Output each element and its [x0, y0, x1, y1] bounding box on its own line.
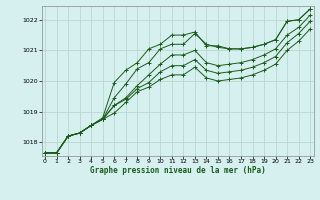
X-axis label: Graphe pression niveau de la mer (hPa): Graphe pression niveau de la mer (hPa)	[90, 166, 266, 175]
